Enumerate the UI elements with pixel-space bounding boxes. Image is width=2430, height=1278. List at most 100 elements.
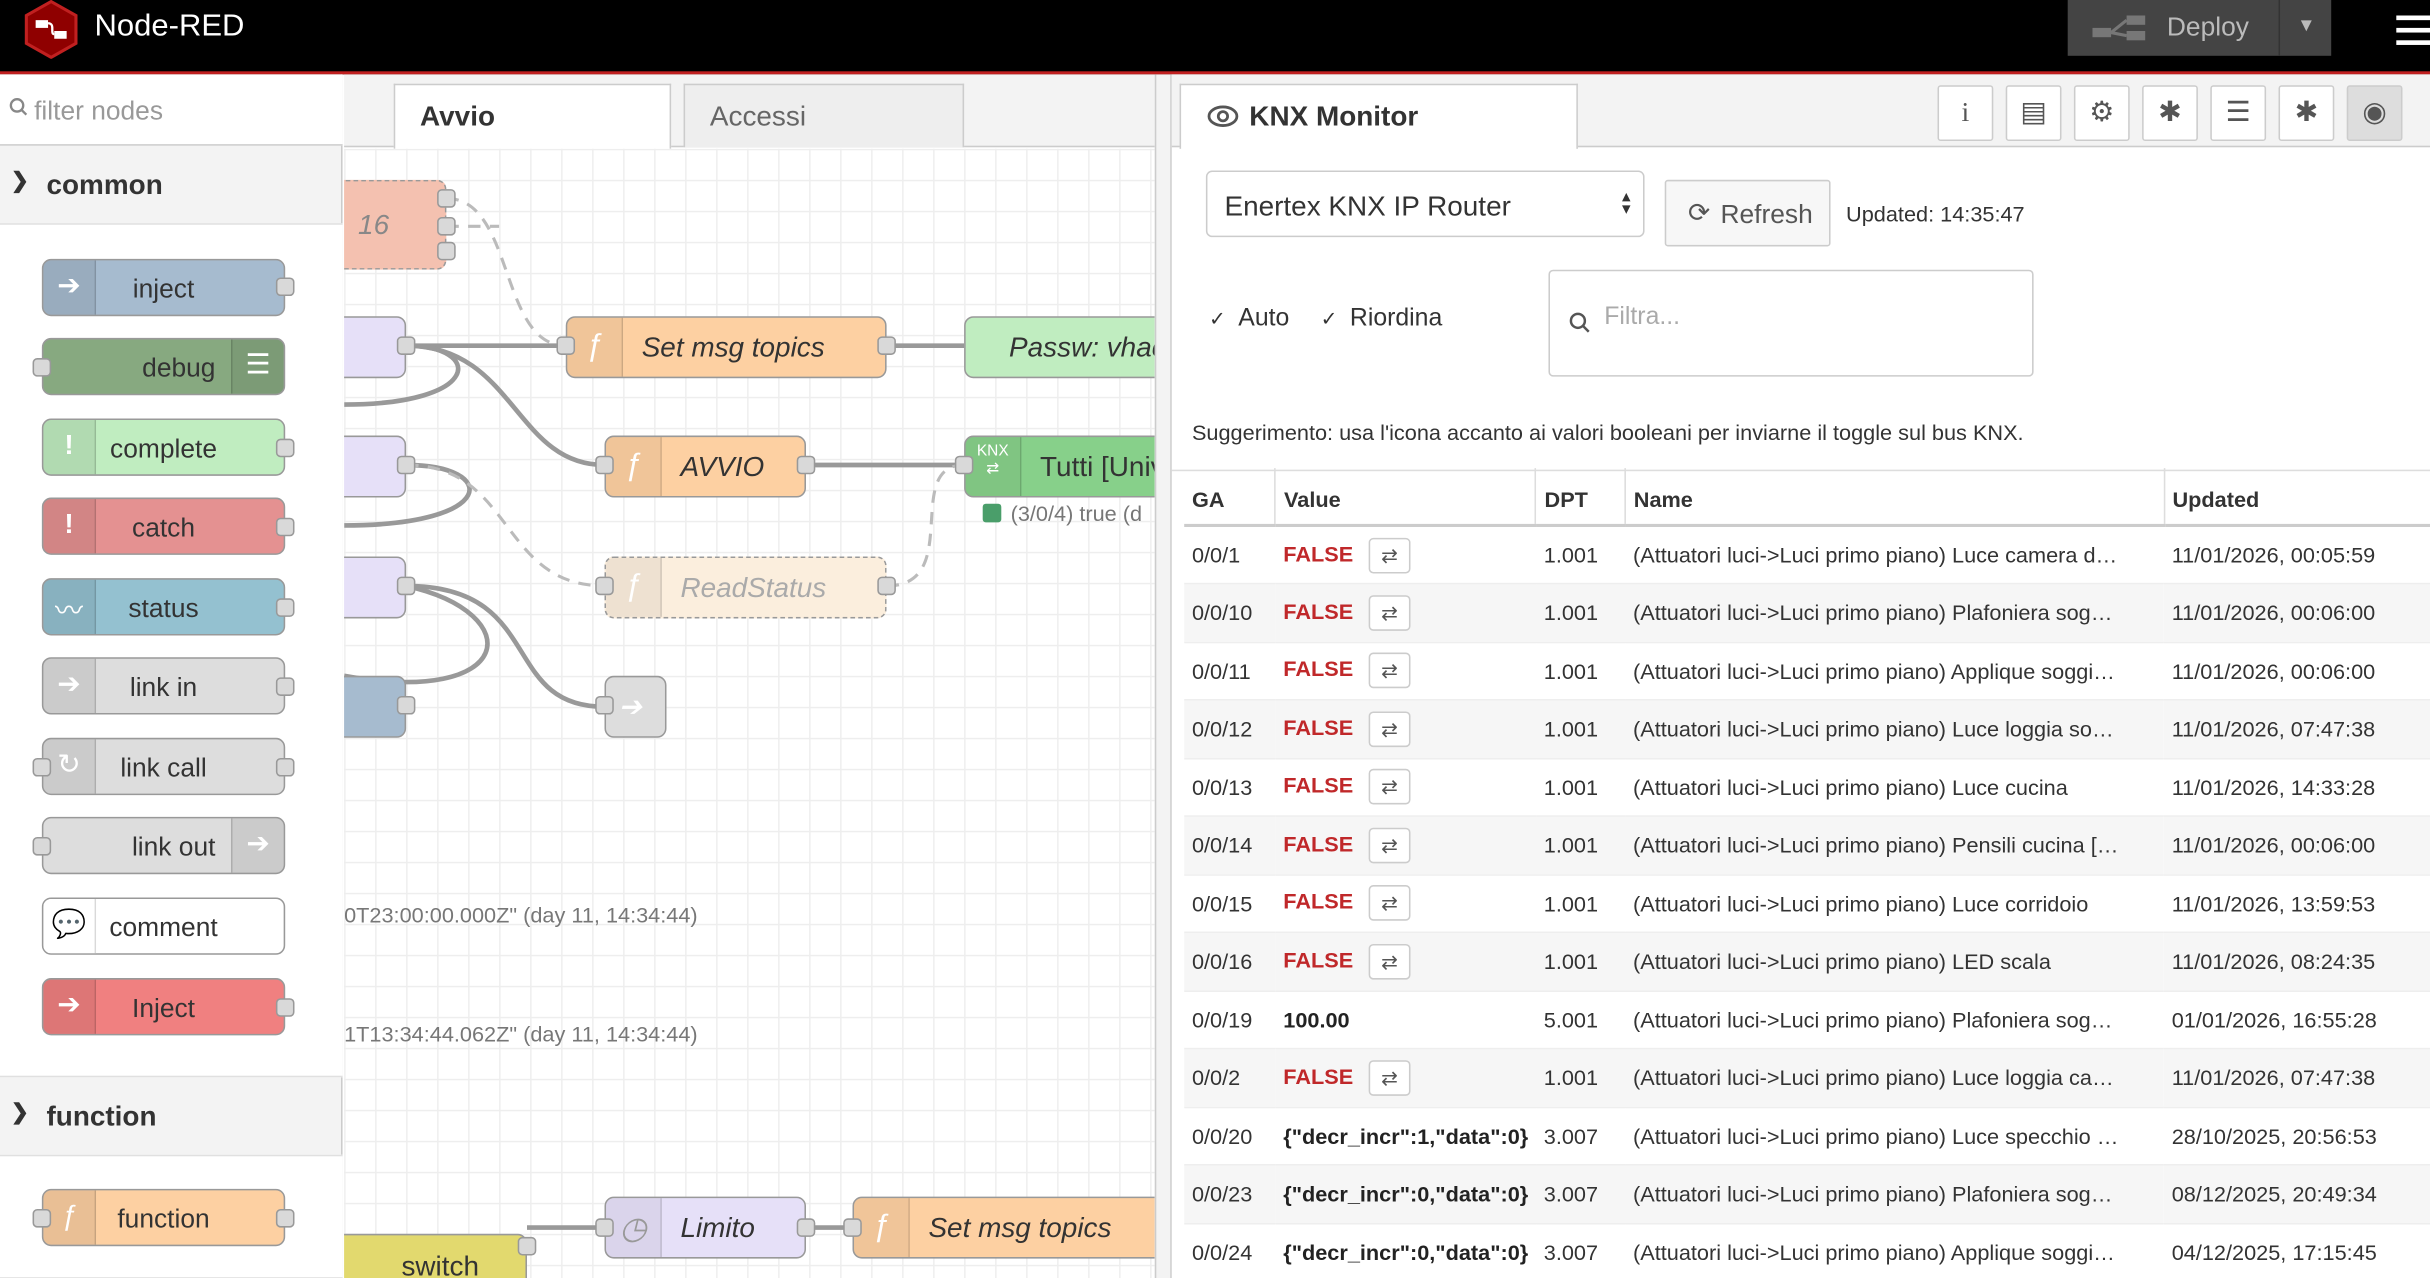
flow-canvas[interactable]: 16 ƒ Set msg topics Passw: vhac ƒ AVVIO … <box>344 148 1155 1278</box>
flow-node-knx-tutti[interactable]: KNX ⇄ Tutti [Univ <box>964 435 1155 498</box>
value-text: {"decr_incr":1,"data":0} <box>1283 1123 1529 1149</box>
flow-node-readstatus[interactable]: ƒ ReadStatus <box>604 556 887 619</box>
gear-icon[interactable]: ⚙ <box>2073 85 2130 142</box>
toggle-icon[interactable]: ⇄ <box>1368 537 1411 573</box>
link-in-icon: ➔ <box>43 658 97 713</box>
main-menu-icon[interactable] <box>2396 15 2430 53</box>
table-row[interactable]: 0/0/12 FALSE ⇄ 1.001 (Attuatori luci->Luci p… <box>1184 699 2430 759</box>
flow-node-passw[interactable]: Passw: vhac <box>964 316 1155 379</box>
flow-node-16[interactable]: 16 <box>344 179 447 270</box>
table-row[interactable]: 0/0/16 FALSE ⇄ 1.001 (Attuatori luci->Luci p… <box>1184 932 2430 992</box>
bug-icon[interactable]: ✱ <box>2278 85 2335 142</box>
flow-node-link-3[interactable] <box>344 556 407 619</box>
toggle-icon[interactable]: ⇄ <box>1368 711 1411 747</box>
filter-input[interactable]: Filtra... <box>1548 269 2034 377</box>
cell-ga: 0/0/13 <box>1184 757 1276 817</box>
table-row[interactable]: 0/0/20 {"decr_incr":1,"data":0} 3.007 (Attu… <box>1184 1106 2430 1166</box>
column-updated[interactable]: Updated <box>2163 468 2430 528</box>
refresh-button[interactable]: ⟳ Refresh <box>1664 179 1831 247</box>
chevron-down-icon: ❯ <box>10 1098 30 1124</box>
flow-node-limito[interactable]: ◷ Limito <box>604 1196 806 1259</box>
cell-updated: 11/01/2026, 00:06:00 <box>2163 641 2430 701</box>
toggle-icon[interactable]: ⇄ <box>1368 1059 1411 1096</box>
deploy-dropdown-icon[interactable]: ▼ <box>2297 13 2316 36</box>
comment-icon: 💬 <box>43 899 97 954</box>
debug-line-1: 0T23:00:00.000Z" (day 11, 14:34:44) <box>344 902 698 927</box>
tab-accessi[interactable]: Accessi <box>683 83 965 148</box>
toggle-icon[interactable]: ⇄ <box>1368 594 1411 631</box>
palette-node-inject[interactable]: ➔ inject <box>41 258 286 317</box>
cell-ga: 0/0/14 <box>1184 816 1276 875</box>
cell-value: {"decr_incr":0,"data":0} <box>1275 1222 1537 1278</box>
cell-value: {"decr_incr":0,"data":0} <box>1275 1164 1537 1224</box>
value-text: FALSE <box>1283 946 1354 972</box>
tab-avvio[interactable]: Avvio <box>393 83 672 149</box>
value-text: FALSE <box>1283 888 1354 914</box>
link-call-icon: ↻ <box>43 739 97 794</box>
palette-node-status[interactable]: 〰 status <box>41 578 286 636</box>
toggle-icon[interactable]: ⇄ <box>1368 827 1411 863</box>
palette-node-comment[interactable]: 💬 comment <box>41 897 286 955</box>
table-row[interactable]: 0/0/11 FALSE ⇄ 1.001 (Attuatori luci->Luci p… <box>1184 641 2430 701</box>
column-ga[interactable]: GA <box>1184 468 1276 528</box>
palette-node-inject-custom[interactable]: ➔ Inject <box>41 978 286 1036</box>
palette-node-link-in[interactable]: ➔ link in <box>41 657 286 715</box>
bug-icon[interactable]: ✱ <box>2142 85 2198 142</box>
table-row[interactable]: 0/0/1 FALSE ⇄ 1.001 (Attuatori luci->Luci pr… <box>1184 525 2430 585</box>
info-icon[interactable]: i <box>1937 85 1994 142</box>
palette-node-complete[interactable]: ! complete <box>41 418 286 476</box>
column-name[interactable]: Name <box>1624 468 2164 528</box>
flow-node-set-msg-topics-2[interactable]: ƒ Set msg topics <box>852 1196 1155 1259</box>
search-icon <box>1569 312 1590 333</box>
toggle-icon[interactable]: ⇄ <box>1368 769 1411 805</box>
deploy-button[interactable]: Deploy ▼ <box>2067 0 2332 56</box>
database-icon[interactable]: ☰ <box>2210 85 2267 142</box>
eye-icon[interactable]: ◉ <box>2346 85 2403 142</box>
filter-nodes-input[interactable]: filter nodes <box>0 74 343 146</box>
toggle-icon[interactable]: ⇄ <box>1368 652 1411 689</box>
cell-ga: 0/0/1 <box>1184 525 1276 585</box>
auto-checkbox[interactable]: ✓ Auto <box>1209 305 1290 332</box>
table-row[interactable]: 0/0/10 FALSE ⇄ 1.001 (Attuatori luci->Luci p… <box>1184 583 2430 643</box>
category-common[interactable]: ❯ common <box>10 167 163 200</box>
flow-node-link-1[interactable] <box>344 316 407 379</box>
cell-name: (Attuatori luci->Luci primo piano) Luce … <box>1625 699 2164 759</box>
palette-node-link-out[interactable]: ➔ link out <box>41 816 286 875</box>
column-dpt[interactable]: DPT <box>1535 468 1626 528</box>
inject-icon: ➔ <box>43 260 97 315</box>
category-function[interactable]: ❯ function <box>10 1098 157 1132</box>
flow-node-link-out[interactable]: ➔ <box>604 675 667 738</box>
toggle-icon[interactable]: ⇄ <box>1368 943 1411 980</box>
check-icon: ✓ <box>1209 306 1226 331</box>
table-row[interactable]: 0/0/24 {"decr_incr":0,"data":0} 3.007 (Attu… <box>1184 1222 2430 1278</box>
book-icon[interactable]: ▤ <box>2005 85 2062 142</box>
table-row[interactable]: 0/0/19 100.00 5.001 (Attuatori luci->Luci p… <box>1184 990 2430 1050</box>
table-row[interactable]: 0/0/14 FALSE ⇄ 1.001 (Attuatori luci->Luci p… <box>1184 816 2430 875</box>
palette-node-function[interactable]: ƒ function <box>41 1188 286 1247</box>
palette-node-link-call[interactable]: ↻ link call <box>41 737 286 796</box>
flow-node-link-2[interactable] <box>344 435 407 498</box>
cell-value: {"decr_incr":1,"data":0} <box>1275 1106 1537 1166</box>
table-row[interactable]: 0/0/23 {"decr_incr":0,"data":0} 3.007 (Attu… <box>1184 1164 2430 1224</box>
debug-list-icon: ☰ <box>230 339 284 394</box>
cell-name: (Attuatori luci->Luci primo piano) Luce … <box>1625 1106 2164 1166</box>
header-bar: Node-RED Deploy ▼ <box>0 0 2430 75</box>
toggle-icon[interactable]: ⇄ <box>1368 885 1411 922</box>
table-row[interactable]: 0/0/13 FALSE ⇄ 1.001 (Attuatori luci->Luci p… <box>1184 757 2430 817</box>
cell-dpt: 1.001 <box>1536 641 1626 701</box>
cell-ga: 0/0/2 <box>1184 1048 1276 1108</box>
flow-node-switch[interactable]: switch <box>344 1233 527 1278</box>
reorder-checkbox[interactable]: ✓ Riordina <box>1320 305 1443 332</box>
tab-knx-monitor[interactable]: KNX Monitor <box>1179 83 1578 149</box>
table-row[interactable]: 0/0/15 FALSE ⇄ 1.001 (Attuatori luci->Luci p… <box>1184 874 2430 934</box>
sidebar-resize-handle[interactable] <box>1154 74 1172 1278</box>
column-value[interactable]: Value <box>1274 468 1537 528</box>
palette-node-debug[interactable]: ☰ debug <box>41 337 286 396</box>
palette-node-catch[interactable]: ! catch <box>41 497 286 555</box>
gateway-select[interactable]: Enertex KNX IP Router ▴ ▾ <box>1205 170 1645 238</box>
flow-node-set-msg-topics[interactable]: ƒ Set msg topics <box>565 316 887 379</box>
table-row[interactable]: 0/0/2 FALSE ⇄ 1.001 (Attuatori luci->Luci pr… <box>1184 1048 2430 1108</box>
value-text: FALSE <box>1283 598 1354 624</box>
flow-node-avvio[interactable]: ƒ AVVIO <box>604 435 806 498</box>
cell-ga: 0/0/23 <box>1184 1164 1276 1224</box>
